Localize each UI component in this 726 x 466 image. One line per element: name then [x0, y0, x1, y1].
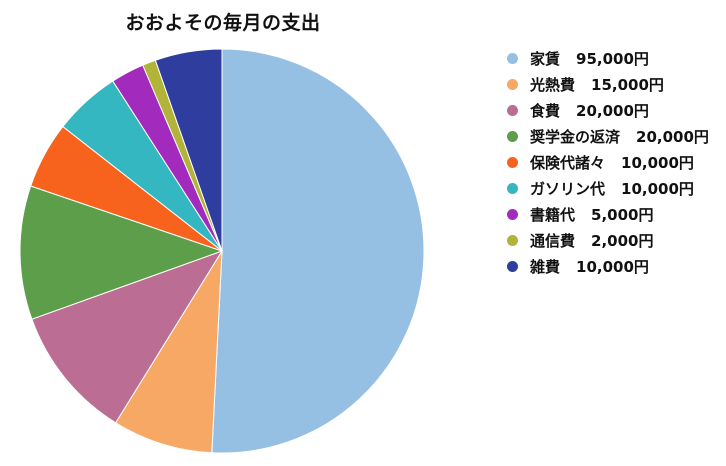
legend-swatch [507, 78, 518, 90]
legend-amount: 10,000円 [621, 179, 694, 198]
legend-amount: 20,000円 [636, 127, 709, 146]
legend-amount: 2,000円 [591, 231, 654, 250]
legend-label: 食費 [530, 101, 561, 120]
legend-label: 家賃 [530, 49, 561, 68]
legend-swatch [507, 182, 518, 194]
legend-swatch [507, 260, 518, 272]
legend-item-2: 光熱費 15,000円 [507, 71, 709, 97]
pie-slice-4 [19, 185, 224, 320]
legend-label: 書籍代 [530, 205, 576, 224]
legend-swatch [507, 156, 518, 168]
legend: 家賃 95,000円 光熱費 15,000円 食費 20,000円 奨学金の返済 20,000… [507, 45, 709, 279]
legend-swatch [507, 52, 518, 64]
legend-item-7: 書籍代 5,000円 [507, 201, 709, 227]
legend-swatch [507, 208, 518, 220]
legend-item-4: 奨学金の返済 20,000円 [507, 123, 709, 149]
legend-item-9: 雑費 10,000円 [507, 253, 709, 279]
legend-swatch [507, 130, 518, 142]
pie-slice-2 [114, 250, 223, 454]
legend-label: 奨学金の返済 [530, 127, 621, 146]
legend-label: 保険代諸々 [530, 153, 606, 172]
chart-title: おおよその毎月の支出 [125, 12, 321, 34]
legend-item-5: 保険代諸々 10,000円 [507, 149, 709, 175]
legend-item-8: 通信費 2,000円 [507, 227, 709, 253]
legend-label: 光熱費 [530, 75, 576, 94]
legend-item-6: ガソリン代 10,000円 [507, 175, 709, 201]
legend-item-1: 家賃 95,000円 [507, 45, 709, 71]
legend-swatch [507, 234, 518, 246]
legend-label: 雑費 [530, 257, 561, 276]
pie-slice-9 [154, 48, 223, 252]
legend-amount: 10,000円 [621, 153, 694, 172]
legend-label: 通信費 [530, 231, 576, 250]
legend-item-3: 食費 20,000円 [507, 97, 709, 123]
pie-slice-1 [211, 48, 425, 454]
legend-label: ガソリン代 [530, 179, 606, 198]
legend-swatch [507, 104, 518, 116]
legend-amount: 10,000円 [576, 257, 649, 276]
pie-slice-3 [31, 250, 224, 424]
legend-amount: 95,000円 [576, 49, 649, 68]
legend-amount: 15,000円 [591, 75, 664, 94]
legend-amount: 5,000円 [591, 205, 654, 224]
legend-amount: 20,000円 [576, 101, 649, 120]
